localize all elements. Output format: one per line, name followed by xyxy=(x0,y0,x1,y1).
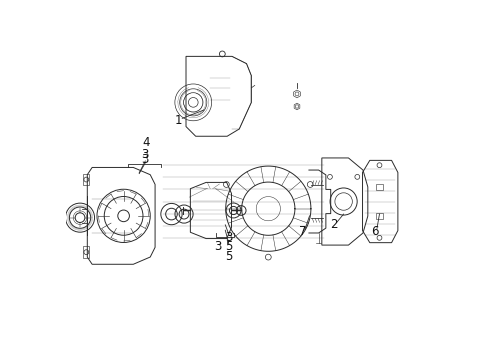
Bar xyxy=(376,213,383,220)
Text: 3: 3 xyxy=(142,153,149,166)
Text: 6: 6 xyxy=(371,225,379,238)
Text: 3: 3 xyxy=(215,240,222,253)
Text: 3: 3 xyxy=(225,231,233,244)
Text: 2: 2 xyxy=(330,218,338,231)
Bar xyxy=(83,174,89,185)
Bar xyxy=(376,184,383,190)
Bar xyxy=(83,246,89,258)
Text: 3: 3 xyxy=(142,148,149,161)
Text: 4: 4 xyxy=(143,136,150,149)
Text: 5: 5 xyxy=(225,250,233,263)
Text: 5: 5 xyxy=(225,240,233,253)
Text: 7: 7 xyxy=(298,225,306,238)
Text: 1: 1 xyxy=(175,114,182,127)
